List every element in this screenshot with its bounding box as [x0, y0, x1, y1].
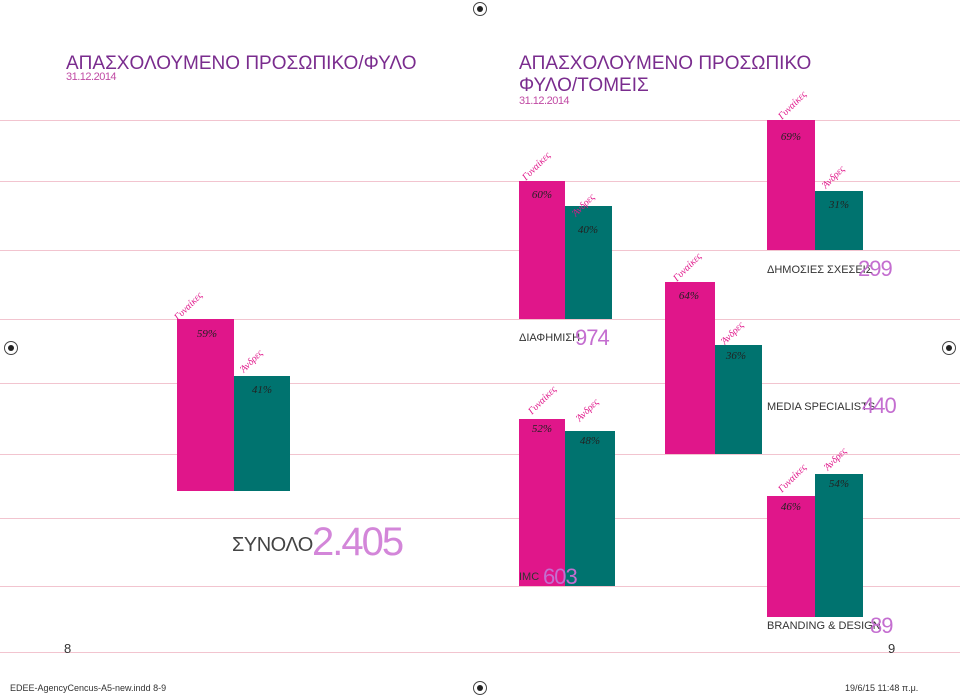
sector-name-media-specialists: MEDIA SPECIALISTS — [767, 401, 876, 413]
left-page-date: 31.12.2014 — [66, 71, 117, 83]
bar-men-imc — [565, 431, 615, 586]
sector-count-imc: 603 — [543, 564, 578, 589]
gridline — [0, 652, 960, 653]
gridline — [0, 518, 960, 519]
sector-name-diafimisi: ΔΙΑΦΗΜΙΣΗ — [519, 332, 581, 344]
total-label: ΣΥΝΟΛΟ — [232, 534, 313, 556]
series-label-women: Γυναίκες — [776, 89, 810, 122]
value-label-women-diafimisi: 60% — [531, 189, 553, 201]
gridline — [0, 454, 960, 455]
bar-women-branding — [767, 496, 815, 617]
value-label-men-overall: 41% — [251, 384, 273, 396]
value-label-women-dimosies-sxeseis: 69% — [780, 131, 802, 143]
value-label-men-diafimisi: 40% — [577, 224, 599, 236]
bar-men-dimosies-sxeseis — [815, 191, 863, 250]
series-label-women: Γυναίκες — [671, 251, 705, 284]
value-label-men-dimosies-sxeseis: 31% — [828, 199, 850, 211]
left-page-title: ΑΠΑΣΧΟΛΟΥΜΕΝΟ ΠΡΟΣΩΠΙΚΟ/ΦΥΛΟ — [66, 53, 417, 74]
gridline — [0, 586, 960, 587]
sector-count-branding: 89 — [870, 613, 894, 638]
registration-mark-icon — [942, 341, 956, 355]
value-label-women-overall: 59% — [196, 328, 218, 340]
bar-men-overall — [234, 376, 290, 491]
sector-count-dimosies-sxeseis: 299 — [858, 256, 893, 281]
bar-women-imc — [519, 419, 565, 586]
page-number-right: 9 — [888, 641, 896, 656]
bar-men-diafimisi — [565, 206, 612, 319]
right-page-title-line1: ΑΠΑΣΧΟΛΟΥΜΕΝΟ ΠΡΟΣΩΠΙΚΟ — [519, 53, 812, 74]
total-value: 2.405 — [312, 520, 404, 564]
bar-women-diafimisi — [519, 181, 565, 319]
right-page-date: 31.12.2014 — [519, 95, 570, 107]
series-label-men: Άνδρες — [822, 445, 850, 473]
value-label-men-imc: 48% — [579, 435, 601, 447]
bar-women-dimosies-sxeseis — [767, 120, 815, 250]
sector-name-dimosies-sxeseis: ΔΗΜΟΣΙΕΣ ΣΧΕΣΕΙΣ — [767, 264, 873, 276]
value-label-men-diafimisi-2: 36% — [725, 350, 747, 362]
series-label-women: Γυναίκες — [526, 384, 560, 417]
series-label-men: Άνδρες — [238, 347, 266, 375]
footer-filename: EDEE-AgencyCencus-A5-new.indd 8-9 — [10, 683, 167, 693]
value-label-men-branding: 54% — [828, 478, 850, 490]
gridline — [0, 250, 960, 251]
bar-men-diafimisi-2 — [715, 345, 762, 454]
gridline — [0, 319, 960, 320]
series-label-men: Άνδρες — [719, 319, 747, 347]
registration-mark-icon — [473, 681, 487, 695]
series-label-men: Άνδρες — [820, 163, 848, 191]
right-page-title-line2: ΦΥΛΟ/ΤΟΜΕΙΣ — [519, 75, 649, 96]
value-label-women-imc: 52% — [531, 423, 553, 435]
sector-name-branding: BRANDING & DESIGN — [767, 620, 881, 632]
gridline — [0, 181, 960, 182]
gridline — [0, 383, 960, 384]
value-label-women-diafimisi-2: 64% — [678, 290, 700, 302]
sector-name-imc: IMC — [519, 571, 540, 583]
series-label-women: Γυναίκες — [776, 462, 810, 495]
series-label-men: Άνδρες — [574, 396, 602, 424]
series-label-women: Γυναίκες — [520, 150, 554, 183]
bar-women-diafimisi-2 — [665, 282, 715, 454]
bar-women-overall — [177, 319, 234, 491]
bar-men-branding — [815, 474, 863, 617]
sector-count-diafimisi: 974 — [575, 325, 610, 350]
page-number-left: 8 — [64, 641, 72, 656]
gridline — [0, 120, 960, 121]
registration-mark-icon — [473, 2, 487, 16]
footer-timestamp: 19/6/15 11:48 π.μ. — [845, 683, 919, 693]
registration-mark-icon — [4, 341, 18, 355]
value-label-women-branding: 46% — [780, 501, 802, 513]
sector-count-media-specialists: 440 — [862, 393, 897, 418]
